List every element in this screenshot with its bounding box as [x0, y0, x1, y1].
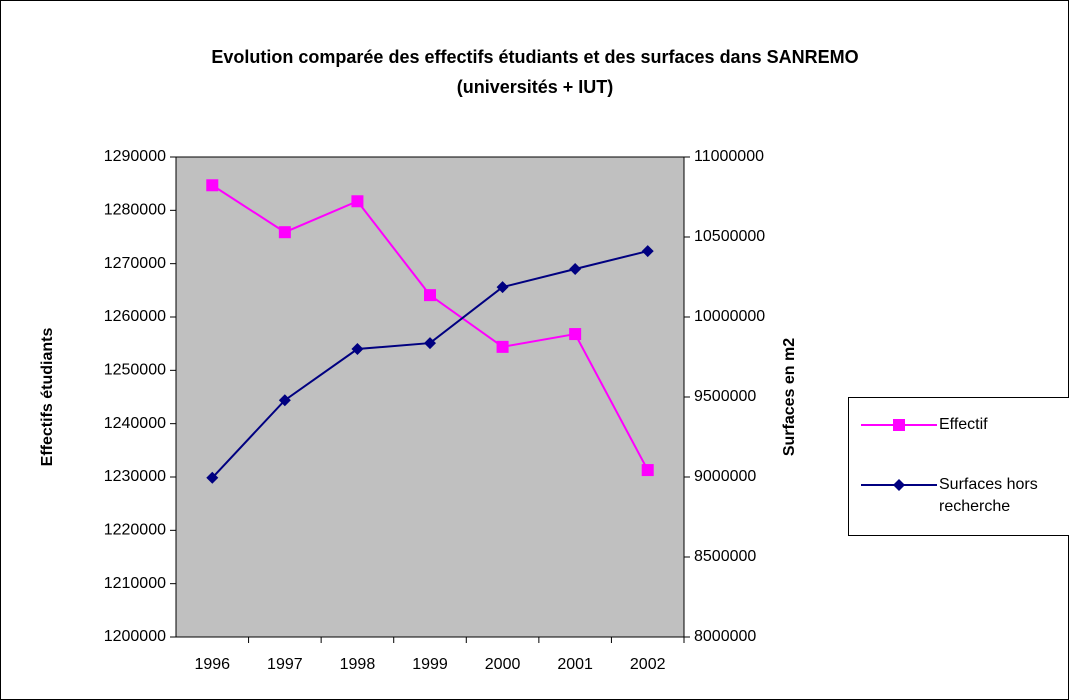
x-tick-label: 2000: [485, 656, 521, 673]
y-tick-label: 1290000: [104, 148, 166, 165]
legend-entry: Surfaces hors recherche: [859, 474, 1069, 518]
y2-tick-label: 8500000: [694, 548, 756, 565]
legend-label: Effectif: [939, 416, 988, 433]
marker: [424, 337, 436, 350]
legend-label: Surfaces hors recherche: [939, 476, 1038, 515]
y2-tick-label: 10500000: [694, 228, 765, 245]
plot-area: [175, 156, 685, 638]
marker: [424, 289, 436, 302]
legend-swatch: [861, 419, 937, 431]
y-tick-label: 1240000: [104, 415, 166, 432]
y-tick-label: 1220000: [104, 522, 166, 539]
marker: [351, 343, 364, 355]
y2-tick-label: 9500000: [694, 388, 756, 405]
y-axis-title: Effectifs étudiants: [39, 328, 56, 467]
marker: [278, 226, 291, 239]
legend: Effectif Surfaces hors recherche: [848, 397, 1069, 536]
marker: [893, 419, 905, 431]
x-tick-label: 2002: [630, 656, 666, 673]
legend-entry: Effectif: [859, 414, 1069, 436]
y-tick-label: 1230000: [104, 468, 166, 485]
marker: [893, 479, 905, 491]
x-tick-label: 1998: [340, 656, 376, 673]
y-tick-label: 1210000: [104, 575, 166, 592]
x-tick-label: 1999: [412, 656, 448, 673]
y-tick-label: 1260000: [104, 308, 166, 325]
x-tick-label: 1996: [194, 656, 230, 673]
y-tick-label: 1270000: [104, 255, 166, 272]
marker: [206, 471, 219, 484]
y2-tick-label: 9000000: [694, 468, 756, 485]
y-tick-label: 1200000: [104, 628, 166, 645]
marker: [496, 340, 509, 353]
x-tick-label: 2001: [557, 656, 593, 673]
marker: [206, 179, 219, 192]
marker: [641, 464, 654, 477]
y2-axis-title: Surfaces en m2: [781, 338, 798, 456]
marker: [278, 394, 291, 407]
chart-title: Evolution comparée des effectifs étudian…: [211, 47, 859, 97]
marker: [496, 281, 509, 294]
y2-tick-label: 8000000: [694, 628, 756, 645]
y2-tick-label: 10000000: [694, 308, 765, 325]
marker: [569, 328, 582, 341]
x-tick-label: 1997: [267, 656, 303, 673]
y-tick-label: 1250000: [104, 362, 166, 379]
marker: [569, 263, 582, 275]
y2-tick-label: 11000000: [694, 148, 764, 165]
y-tick-label: 1280000: [104, 202, 166, 219]
legend-swatch: [861, 479, 937, 491]
marker: [351, 195, 364, 208]
marker: [641, 245, 654, 258]
